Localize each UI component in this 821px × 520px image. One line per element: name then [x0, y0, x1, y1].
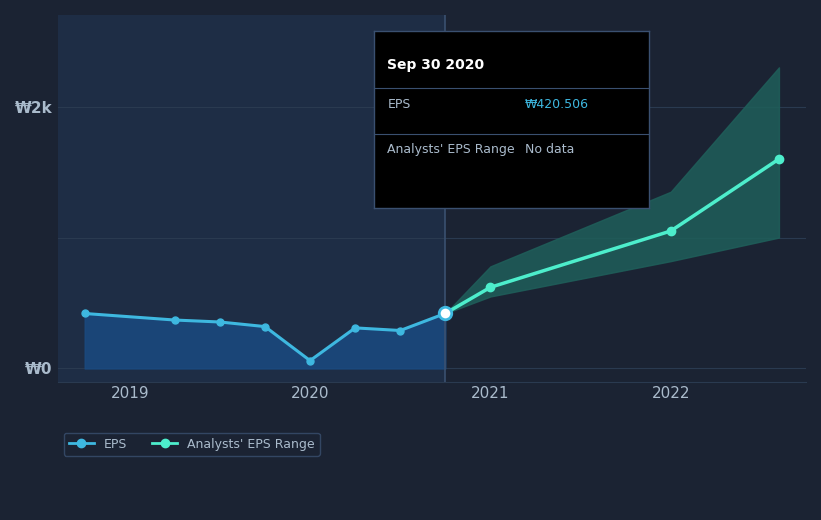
- Legend: EPS, Analysts' EPS Range: EPS, Analysts' EPS Range: [64, 433, 320, 456]
- Text: EPS: EPS: [388, 98, 410, 111]
- Text: Sep 30 2020: Sep 30 2020: [388, 58, 484, 72]
- Text: Actual: Actual: [402, 34, 442, 47]
- Text: Analysts' EPS Range: Analysts' EPS Range: [388, 142, 515, 155]
- Text: Analysts Forecasts: Analysts Forecasts: [449, 34, 566, 47]
- Text: ₩420.506: ₩420.506: [525, 98, 589, 111]
- Bar: [57, 15, 445, 382]
- Text: No data: No data: [525, 142, 574, 155]
